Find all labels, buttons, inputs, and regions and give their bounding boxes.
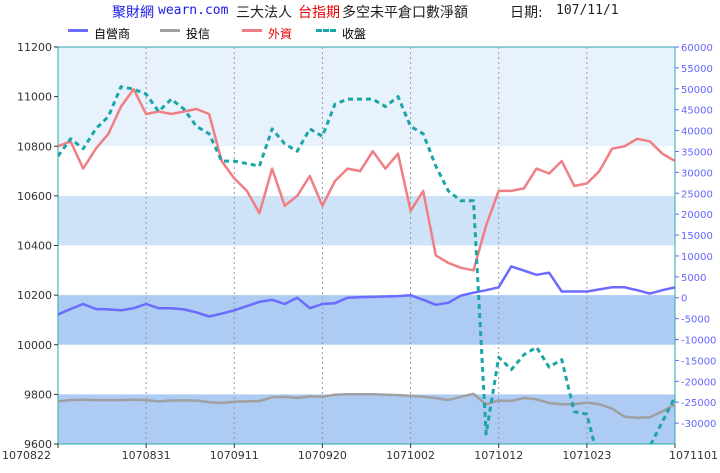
date-label: 日期: [510,5,543,21]
legend-swatch-trust [160,29,180,32]
x-tick-label: 1070822 [2,449,51,462]
left-y-tick-label: 9800 [24,388,52,401]
legend-swatch-dealer [68,29,88,32]
plot-band-4 [58,394,675,444]
right-y-tick-label: 55000 [681,64,713,75]
x-tick-label: 1070831 [122,449,171,462]
right-y-tick-label: -5000 [681,315,710,326]
site-name[interactable]: 聚財網 [112,5,154,21]
vertical-gridlines [145,47,588,444]
title-highlight: 台指期 [298,5,340,21]
left-y-tick-label: 11000 [17,91,52,104]
plot-band-1 [58,96,675,147]
legend-label-trust: 投信 [186,27,211,41]
legend: 自營商 投信 外資 收盤 [60,24,660,44]
left-y-tick-label: 10400 [17,240,52,253]
plot-band-2 [58,195,675,246]
x-axis: 1070822 1070831 1070911 1070920 1071002 10710… [2,444,718,462]
right-y-tick-label: 5000 [681,273,706,284]
x-tick-label: 1071002 [386,449,435,462]
x-tick-label: 1071101 [669,449,718,462]
x-tick-label: 1070920 [298,449,347,462]
left-y-tick-label: 10800 [17,140,52,153]
right-y-tick-label: -20000 [681,377,716,388]
title-row: 聚財網 wearn.com 三大法人 台指期 多空未平倉口數淨額 日期: 107… [0,0,720,24]
left-y-tick-label: 11200 [17,41,52,54]
plot-background-bands [58,47,675,444]
legend-label-foreign: 外資 [268,27,293,41]
title-prefix: 三大法人 [236,5,292,21]
right-y-tick-label: 10000 [681,252,713,263]
left-y-axis: 9600 9800 10000 10200 10400 10600 10800 11000 11… [17,41,58,451]
plot-band-0 [58,47,675,97]
x-tick-label: 1070911 [210,449,259,462]
right-y-tick-label: 20000 [681,210,713,221]
left-y-tick-label: 9600 [24,438,52,451]
date-value: 107/11/1 [556,3,619,18]
left-y-tick-label: 10200 [17,289,52,302]
legend-swatch-foreign [242,29,262,32]
right-y-tick-label: 40000 [681,127,713,138]
series-foreign-line [58,87,675,272]
right-y-tick-label: -15000 [681,356,716,367]
x-tick-label: 1071023 [562,449,611,462]
right-y-tick-label: 35000 [681,147,713,158]
title-suffix: 多空未平倉口數淨額 [342,5,468,21]
right-y-tick-label: 30000 [681,168,713,179]
series-dealer-line [58,265,675,318]
right-y-tick-label: 45000 [681,106,713,117]
right-y-tick-label: -10000 [681,336,716,347]
right-y-tick-label: 60000 [681,43,713,54]
left-y-tick-label: 10600 [17,190,52,203]
right-y-tick-label: 0 [681,294,687,305]
right-y-axis: -30000 -25000 -20000 -15000 -10000 -5000 0 5000… [675,43,716,430]
legend-swatch-close [316,29,336,32]
right-y-tick-label: 50000 [681,85,713,96]
site-url[interactable]: wearn.com [158,3,229,18]
right-y-tick-label: -30000 [681,419,716,430]
series-close-line [58,85,675,444]
legend-label-close: 收盤 [342,27,367,41]
left-y-tick-label: 10000 [17,339,52,352]
legend-label-dealer: 自營商 [94,27,131,41]
x-tick-label: 1071012 [474,449,523,462]
right-y-tick-label: -25000 [681,398,716,409]
plot-band-3 [58,295,675,345]
right-y-tick-label: 25000 [681,189,713,200]
right-y-tick-label: 15000 [681,231,713,242]
